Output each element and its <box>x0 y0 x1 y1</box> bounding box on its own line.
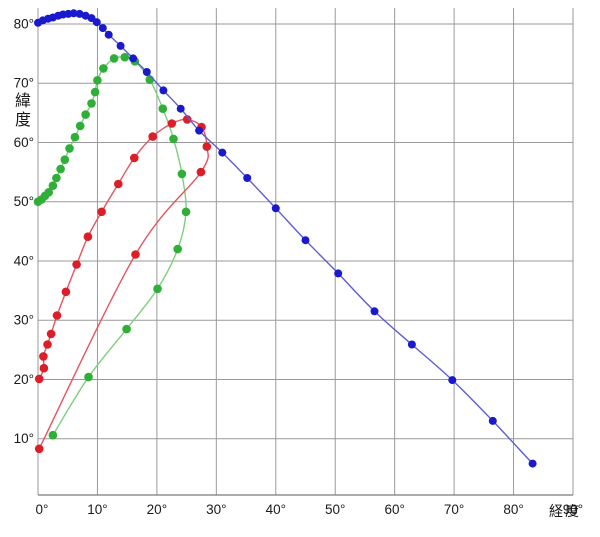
series-red-track-point <box>46 329 56 339</box>
series-blue-track-line <box>37 12 534 465</box>
series-green-track-point <box>122 324 131 334</box>
x-tick-label: 20° <box>147 502 167 517</box>
series-blue-track-point <box>334 269 343 278</box>
series-green-track-line <box>37 56 187 436</box>
y-tick-label: 30° <box>14 313 34 328</box>
x-tick-label: 90° <box>563 502 583 517</box>
series-blue-track-point <box>69 9 78 18</box>
y-tick-label: 20° <box>14 372 34 387</box>
series-red-track-point <box>39 352 48 361</box>
series-red-track-point <box>148 132 157 141</box>
y-axis-title: 緯度 <box>12 92 29 130</box>
series-blue-track-point <box>407 340 416 349</box>
series-blue-track-point <box>488 416 497 425</box>
series-green-track-point <box>81 110 90 119</box>
series-red-track-point <box>39 363 49 373</box>
series-red-track-point <box>114 179 123 189</box>
series-green-track-point <box>65 144 74 153</box>
x-axis-title: 経度 <box>549 503 581 519</box>
series-green-track-point <box>109 54 119 63</box>
y-tick-label: 60° <box>14 135 34 150</box>
series-blue-track-point <box>116 41 125 50</box>
series-green-track-point <box>60 155 70 164</box>
series-blue-track-point <box>159 86 168 95</box>
series-red-track-point <box>61 287 71 297</box>
series-green-track-point <box>52 173 61 183</box>
series-green-track-point <box>177 169 187 179</box>
series-blue-track-point <box>448 376 457 385</box>
x-tick-label: 50° <box>325 502 345 517</box>
series-green-track-point <box>70 132 80 142</box>
x-tick-label: 30° <box>206 502 226 517</box>
series-green-track-point <box>153 284 162 294</box>
series-blue-track-point <box>176 104 185 113</box>
x-tick-label: 80° <box>503 502 523 517</box>
series-green-track-point <box>145 75 155 84</box>
series-blue-track-point <box>528 459 537 468</box>
series-red-track-point <box>43 340 52 349</box>
series-red-track-point <box>72 260 81 269</box>
series-blue-track-point <box>271 204 280 213</box>
series-green-track-point <box>48 430 58 440</box>
series-red-track-point <box>34 374 44 384</box>
series-green-track-point <box>56 164 65 174</box>
series-red-track-point <box>34 444 44 454</box>
series-green-track-point <box>84 372 93 382</box>
x-tick-label: 40° <box>266 502 286 517</box>
y-tick-label: 10° <box>14 431 34 446</box>
series-green-track-point <box>158 104 168 113</box>
series-red-track-point <box>131 250 140 259</box>
x-tick-label: 70° <box>444 502 464 517</box>
x-tick-label: 0° <box>36 502 49 517</box>
series-blue-track-point <box>243 174 252 182</box>
series-blue-track-point <box>75 9 84 18</box>
series-blue-track-point <box>195 126 204 135</box>
y-tick-label: 80° <box>14 16 34 31</box>
series-blue-track-point <box>92 18 101 27</box>
series-red-track-point <box>83 232 93 241</box>
y-tick-label: 50° <box>14 194 34 209</box>
series-blue-track-point <box>301 236 310 245</box>
series-green-track-point <box>99 64 108 73</box>
series-green-track-point <box>181 207 191 217</box>
y-tick-label: 40° <box>14 253 34 268</box>
series-green-track-point <box>90 87 100 97</box>
series-blue-track-point <box>98 24 107 33</box>
series-blue-track-point <box>370 307 379 316</box>
series-blue-track-point <box>142 68 151 76</box>
series-red-track-point <box>182 115 192 124</box>
series-red-track-point <box>196 167 206 177</box>
series-green-track-point <box>93 76 102 85</box>
y-tick-label: 70° <box>14 76 34 91</box>
series-red-track-point <box>97 207 106 217</box>
series-green-track-point <box>120 52 130 62</box>
x-tick-label: 10° <box>87 502 107 517</box>
series-green-track-point <box>87 99 96 108</box>
series-green-track-point <box>75 121 85 131</box>
x-tick-label: 60° <box>384 502 404 517</box>
series-red-track-point <box>130 153 139 163</box>
series-red-track-point <box>52 311 62 320</box>
series-green-track-point <box>173 244 182 254</box>
series-blue-track-point <box>104 30 113 39</box>
series-blue-track-point <box>218 148 227 157</box>
series-green-track-point <box>169 134 178 144</box>
series-blue-track-point <box>129 54 138 63</box>
series-green-track-point <box>44 188 53 197</box>
series-green-track-point <box>48 181 58 190</box>
series-red-track-point <box>202 142 212 151</box>
series-red-track-point <box>167 119 177 128</box>
